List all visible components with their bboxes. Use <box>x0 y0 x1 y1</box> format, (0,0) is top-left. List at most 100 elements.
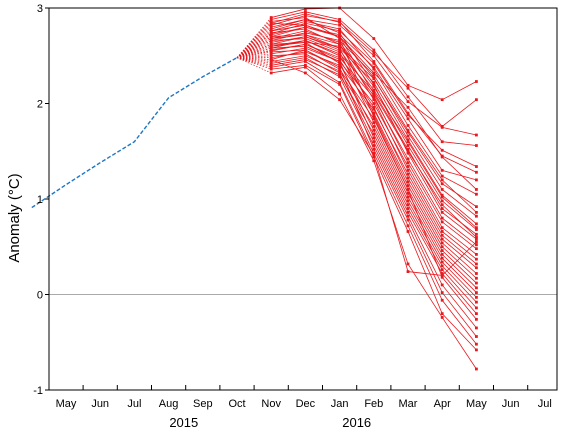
forecast-connector <box>236 19 272 58</box>
x-tick-label: Dec <box>296 398 316 410</box>
forecast-point <box>338 67 341 71</box>
forecast-point <box>406 224 410 228</box>
forecast-point <box>440 298 444 302</box>
forecast-point <box>304 31 307 35</box>
forecast-point <box>372 132 376 136</box>
forecast-point <box>475 312 478 315</box>
forecast-point <box>304 10 307 14</box>
x-tick-label: Jul <box>538 398 552 410</box>
forecast-point <box>475 252 478 256</box>
forecast-point <box>338 69 341 73</box>
forecast-point <box>406 95 410 99</box>
forecast-point <box>440 233 444 237</box>
forecast-point <box>304 18 307 21</box>
forecast-point <box>304 58 307 61</box>
forecast-point <box>440 275 444 279</box>
forecast-point <box>304 52 307 56</box>
forecast-point <box>304 50 307 54</box>
forecast-point <box>440 237 444 241</box>
forecast-point <box>269 71 273 75</box>
forecast-point <box>304 54 307 58</box>
forecast-point <box>372 115 376 119</box>
forecast-point <box>406 124 410 127</box>
forecast-point <box>372 37 376 40</box>
forecast-point <box>440 272 444 275</box>
forecast-point <box>269 21 273 25</box>
forecast-point <box>440 252 444 256</box>
forecast-point <box>338 58 341 61</box>
forecast-point <box>269 37 273 40</box>
forecast-point <box>440 174 444 178</box>
forecast-point <box>338 56 341 60</box>
forecast-point <box>304 29 307 33</box>
forecast-connector <box>236 57 272 62</box>
forecast-point <box>304 39 307 42</box>
forecast-point <box>269 44 273 48</box>
forecast-point <box>440 230 444 233</box>
forecast-point <box>304 25 307 29</box>
forecast-point <box>406 207 410 210</box>
forecast-point <box>269 63 273 67</box>
forecast-point <box>338 92 341 96</box>
forecast-point <box>440 291 444 294</box>
forecast-point <box>338 52 341 56</box>
forecast-point <box>406 218 410 222</box>
forecast-point <box>269 16 273 19</box>
forecast-point <box>372 67 376 71</box>
forecast-point <box>269 46 273 50</box>
forecast-point <box>269 42 273 46</box>
forecast-point <box>304 14 307 18</box>
forecast-point <box>269 52 273 56</box>
year-label-2016: 2016 <box>342 415 371 430</box>
forecast-point <box>440 256 444 260</box>
forecast-point <box>406 168 410 172</box>
x-tick-label: May <box>56 398 77 410</box>
forecast-point <box>338 23 341 27</box>
x-tick-label: Sep <box>193 398 213 410</box>
forecast-point <box>372 96 376 100</box>
forecast-point <box>406 83 410 87</box>
forecast-point <box>304 7 307 11</box>
forecast-point <box>440 220 444 224</box>
x-tick-label: Jun <box>91 398 109 410</box>
forecast-point <box>304 19 307 23</box>
forecast-point <box>269 35 273 39</box>
forecast-line-26 <box>271 41 477 298</box>
forecast-point <box>372 51 376 55</box>
y-tick-label: 2 <box>37 99 43 111</box>
forecast-point <box>475 326 478 330</box>
forecast-point <box>440 193 444 197</box>
forecast-point <box>269 65 273 69</box>
forecast-point <box>338 40 341 44</box>
forecast-point <box>372 77 376 81</box>
forecast-point <box>475 80 478 83</box>
forecast-point <box>406 140 410 144</box>
forecast-point <box>475 266 478 270</box>
forecast-point <box>406 130 410 134</box>
x-tick-label: Nov <box>261 398 281 410</box>
forecast-point <box>406 147 410 151</box>
forecast-point <box>406 105 410 109</box>
forecast-point <box>269 27 273 31</box>
forecast-series-group <box>236 6 478 371</box>
forecast-point <box>372 107 376 111</box>
forecast-point <box>372 98 376 102</box>
forecast-connector <box>236 21 272 58</box>
forecast-point <box>372 159 376 163</box>
forecast-point <box>475 232 478 236</box>
axes-group: -1 0 1 2 3 May Jun Jul Aug Sep Oct Nov Dec Jan Feb Mar A… <box>33 3 558 430</box>
forecast-point <box>406 195 410 199</box>
forecast-point <box>269 18 273 21</box>
forecast-point <box>338 35 341 39</box>
forecast-point <box>338 33 341 37</box>
forecast-point <box>372 151 376 155</box>
forecast-point <box>406 191 410 195</box>
forecast-point <box>304 48 307 52</box>
forecast-point <box>406 157 410 161</box>
forecast-point <box>406 151 410 155</box>
forecast-point <box>304 12 307 16</box>
forecast-point <box>440 188 444 191</box>
forecast-point <box>372 147 376 151</box>
forecast-point <box>406 180 410 184</box>
forecast-connector <box>236 30 272 58</box>
